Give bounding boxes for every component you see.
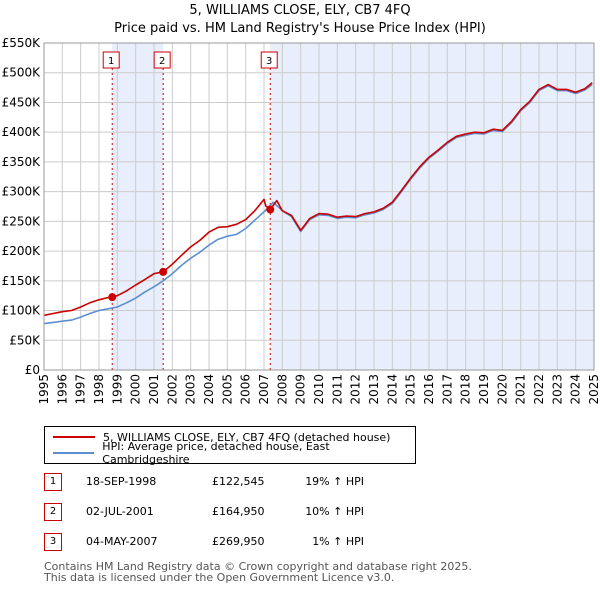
x-tick-label: 1998 <box>92 374 106 405</box>
legend-swatch-property <box>53 436 95 438</box>
ownership-shade-2 <box>270 43 594 370</box>
sale-hpi-diff: 1% ↑ HPI <box>312 535 364 548</box>
x-tick-label: 2004 <box>202 374 216 405</box>
y-tick-label: £150K <box>2 274 42 288</box>
sale-label-text: 3 <box>266 56 272 67</box>
x-tick-label: 2007 <box>257 374 271 405</box>
legend-item-property: 5, WILLIAMS CLOSE, ELY, CB7 4FQ (detache… <box>53 429 390 445</box>
sales-table: 1 18-SEP-1998 £122,545 19% ↑ HPI 2 02-JU… <box>44 473 424 563</box>
property-price-line <box>43 82 593 317</box>
hpi-line <box>43 83 593 325</box>
x-tick-label: 2020 <box>495 374 509 405</box>
x-tick-label: 2017 <box>440 374 454 405</box>
x-tick-label: 2023 <box>550 374 564 405</box>
y-tick-label: £500K <box>2 66 42 80</box>
y-tick-label: £300K <box>2 185 42 199</box>
ownership-shade-1 <box>112 43 164 370</box>
x-tick-label: 2022 <box>532 374 546 405</box>
x-tick-label: 2019 <box>477 374 491 405</box>
sale-label-text: 1 <box>108 56 114 67</box>
sale-label-box: 1 <box>102 51 120 69</box>
x-tick-label: 2012 <box>349 374 363 405</box>
sale-point <box>108 293 117 302</box>
x-tick-label: 2025 <box>587 374 600 405</box>
x-tick-label: 2008 <box>275 374 289 405</box>
x-tick-label: 1996 <box>55 374 69 405</box>
sale-label-box: 2 <box>153 51 171 69</box>
sale-label-frame <box>260 51 278 69</box>
sale-row: 3 04-MAY-2007 £269,950 1% ↑ HPI <box>44 533 424 563</box>
sale-price: £164,950 <box>212 505 265 518</box>
y-tick-label: £0 <box>25 363 40 377</box>
sale-row: 2 02-JUL-2001 £164,950 10% ↑ HPI <box>44 503 424 533</box>
sale-date: 02-JUL-2001 <box>86 505 154 518</box>
x-tick-label: 2016 <box>422 374 436 405</box>
x-tick-label: 2024 <box>569 374 583 405</box>
legend-label-property: 5, WILLIAMS CLOSE, ELY, CB7 4FQ (detache… <box>103 430 391 444</box>
sale-number-badge: 1 <box>44 473 62 491</box>
sale-point <box>266 205 275 214</box>
footer: Contains HM Land Registry data © Crown c… <box>44 561 472 583</box>
y-tick-label: £400K <box>2 125 42 139</box>
x-tick-label: 2006 <box>239 374 253 405</box>
x-tick-label: 1999 <box>110 374 124 405</box>
sale-price: £122,545 <box>212 475 265 488</box>
x-tick-label: 2001 <box>147 374 161 405</box>
sale-label-frame <box>153 51 171 69</box>
chart-legend: 5, WILLIAMS CLOSE, ELY, CB7 4FQ (detache… <box>44 426 416 466</box>
sale-number-badge: 2 <box>44 503 62 521</box>
sale-date: 18-SEP-1998 <box>86 475 157 488</box>
legend-swatch-hpi <box>53 452 95 454</box>
y-tick-label: £200K <box>2 244 42 258</box>
x-tick-label: 2013 <box>367 374 381 405</box>
x-tick-label: 2021 <box>514 374 528 405</box>
legend-label-hpi: HPI: Average price, detached house, East… <box>102 440 330 466</box>
y-tick-label: £50K <box>9 333 41 347</box>
y-tick-label: £550K <box>2 36 42 50</box>
x-tick-label: 2000 <box>129 374 143 405</box>
x-tick-label: 2005 <box>220 374 234 405</box>
sale-number-badge: 3 <box>44 533 62 551</box>
x-tick-label: 2009 <box>294 374 308 405</box>
plot-frame <box>43 42 595 371</box>
y-tick-label: £450K <box>2 95 42 109</box>
sale-point <box>159 267 168 276</box>
x-tick-label: 1997 <box>74 374 88 405</box>
x-tick-label: 2010 <box>312 374 326 405</box>
sale-label-text: 2 <box>159 56 165 67</box>
price-chart: 1 2 3 £0 £50K £100K £150K £200K £250K £300K £350K £… <box>2 36 600 405</box>
footer-licence: This data is licensed under the Open Gov… <box>44 571 395 584</box>
sale-hpi-diff: 19% ↑ HPI <box>305 475 364 488</box>
x-tick-label: 2011 <box>330 374 344 405</box>
sale-date: 04-MAY-2007 <box>86 535 158 548</box>
sale-label-box: 3 <box>260 51 278 69</box>
x-tick-label: 2014 <box>385 374 399 405</box>
legend-item-hpi: HPI: Average price, detached house, East… <box>53 440 415 466</box>
x-tick-label: 2002 <box>165 374 179 405</box>
x-tick-label: 2003 <box>184 374 198 405</box>
footer-copyright: Contains HM Land Registry data © Crown c… <box>44 560 472 573</box>
sale-hpi-diff: 10% ↑ HPI <box>305 505 364 518</box>
chart-subtitle: Price paid vs. HM Land Registry's House … <box>114 21 486 36</box>
x-tick-label: 2015 <box>404 374 418 405</box>
x-tick-label: 2018 <box>459 374 473 405</box>
sale-row: 1 18-SEP-1998 £122,545 19% ↑ HPI <box>44 473 424 503</box>
chart-title-address: 5, WILLIAMS CLOSE, ELY, CB7 4FQ <box>189 3 411 18</box>
sale-label-frame <box>102 51 120 69</box>
y-tick-label: £350K <box>2 155 42 169</box>
y-tick-label: £250K <box>2 214 42 228</box>
sale-price: £269,950 <box>212 535 265 548</box>
y-tick-label: £100K <box>2 304 42 318</box>
x-tick-label: 1995 <box>37 374 51 405</box>
